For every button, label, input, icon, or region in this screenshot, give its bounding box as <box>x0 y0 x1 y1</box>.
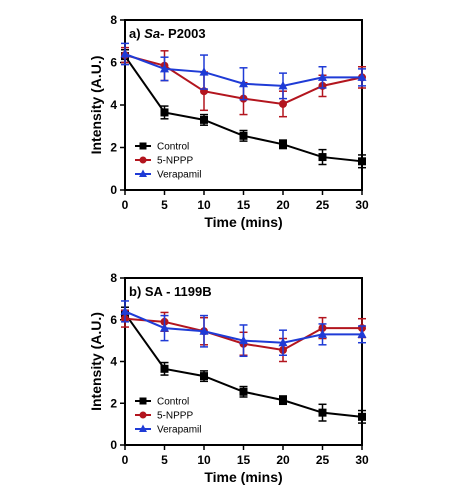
data-point <box>357 72 367 81</box>
panel-title: a) Sa- P2003 <box>129 26 206 41</box>
panel-title-rest: SA - 1199B <box>145 284 212 299</box>
legend-label: Verapamil <box>157 170 201 181</box>
x-tick-label: 10 <box>197 198 211 212</box>
legend-marker <box>139 142 147 150</box>
y-tick-label: 8 <box>110 271 117 285</box>
y-tick-label: 6 <box>110 313 117 327</box>
data-point <box>120 49 130 58</box>
x-axis-title: Time (mins) <box>204 214 282 230</box>
y-tick-label: 0 <box>110 183 117 197</box>
x-tick-label: 20 <box>276 198 290 212</box>
y-tick-label: 2 <box>110 141 117 155</box>
data-point <box>239 131 248 140</box>
x-tick-label: 25 <box>316 198 330 212</box>
legend-marker <box>139 156 147 164</box>
series-verapamil <box>120 300 367 358</box>
panel-title-italic: Sa <box>144 26 160 41</box>
data-point <box>279 99 287 108</box>
y-axis-title: Intensity (A.U.) <box>88 56 104 155</box>
data-point <box>318 408 327 417</box>
y-tick-label: 8 <box>110 13 117 27</box>
legend: Control 5-NPPP Verapamil <box>135 397 201 436</box>
data-point <box>239 335 248 345</box>
legend-label: Verapamil <box>157 425 201 436</box>
x-tick-label: 15 <box>237 198 251 212</box>
panel-title-rest: - P2003 <box>160 26 206 41</box>
legend-label: Control <box>157 142 189 153</box>
data-point <box>199 67 209 76</box>
data-point <box>160 63 169 73</box>
data-point <box>200 372 208 381</box>
legend-label: 5-NPPP <box>157 156 193 167</box>
legend-marker <box>139 411 147 419</box>
y-tick-label: 4 <box>110 98 117 112</box>
legend-marker <box>139 424 147 432</box>
data-point <box>120 306 130 315</box>
legend-label: Control <box>157 397 189 408</box>
chart-panel-a: 0 2 4 6 8 0 5 10 15 20 25 30 Time (mins) Intensity (A… <box>88 13 369 230</box>
data-point <box>239 78 248 88</box>
legend-marker <box>139 169 147 177</box>
data-point <box>279 396 287 405</box>
data-point <box>160 108 169 117</box>
x-tick-label: 5 <box>161 198 168 212</box>
x-tick-label: 20 <box>276 453 290 467</box>
series-verapamil <box>120 42 367 101</box>
panel-title-prefix: b) <box>129 284 145 299</box>
x-tick-label: 30 <box>355 198 369 212</box>
data-point <box>160 364 169 373</box>
data-point <box>318 329 327 338</box>
y-tick-label: 4 <box>110 355 117 369</box>
y-tick-label: 2 <box>110 396 117 410</box>
x-tick-label: 15 <box>237 453 251 467</box>
x-tick-label: 25 <box>316 453 330 467</box>
data-point <box>239 387 248 396</box>
y-tick-label: 6 <box>110 56 117 70</box>
legend: Control 5-NPPP Verapamil <box>135 142 201 181</box>
legend-label: 5-NPPP <box>157 411 193 422</box>
x-tick-label: 10 <box>197 453 211 467</box>
y-tick-label: 0 <box>110 438 117 452</box>
data-point <box>318 72 327 81</box>
x-axis-title: Time (mins) <box>204 469 282 485</box>
data-point <box>278 80 288 90</box>
x-tick-label: 5 <box>161 453 168 467</box>
legend-marker <box>139 397 147 405</box>
x-tick-label: 0 <box>122 198 129 212</box>
data-point <box>318 153 327 162</box>
x-tick-label: 30 <box>355 453 369 467</box>
panel-title-prefix: a) <box>129 26 144 41</box>
x-tick-label: 0 <box>122 453 129 467</box>
y-axis-title: Intensity (A.U.) <box>88 312 104 411</box>
data-point <box>357 329 367 338</box>
data-point <box>358 412 366 421</box>
data-point <box>199 326 209 335</box>
data-point <box>160 323 169 332</box>
data-point <box>200 115 208 124</box>
chart-panel-b: 0 2 4 6 8 0 5 10 15 20 25 30 Time (mins) Intensity (A… <box>88 271 369 485</box>
data-point <box>279 140 287 149</box>
data-point <box>358 157 366 166</box>
panel-title: b) SA - 1199B <box>129 284 212 299</box>
data-point <box>278 337 288 347</box>
